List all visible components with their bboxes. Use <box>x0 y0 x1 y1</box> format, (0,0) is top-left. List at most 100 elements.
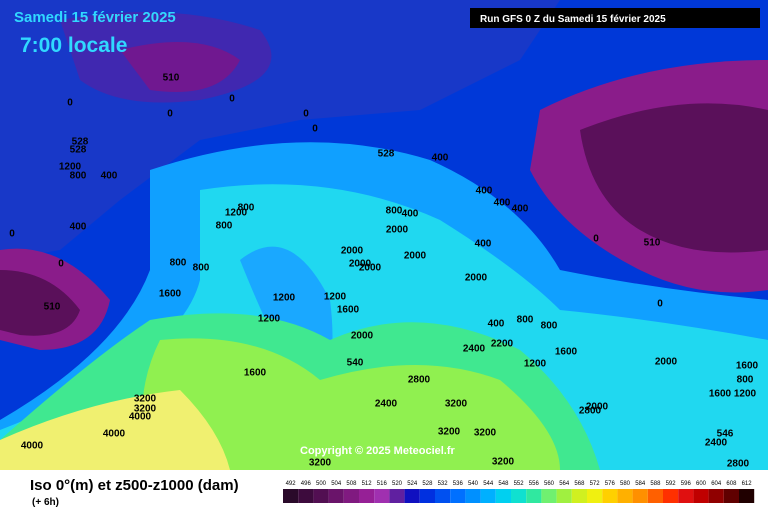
colorbar-label: 572 <box>590 481 601 487</box>
colorbar-swatch <box>663 489 679 503</box>
contour-label: 1200 <box>324 292 347 303</box>
contour-label: 3200 <box>134 394 157 405</box>
contour-label: 2400 <box>463 344 486 355</box>
contour-label: 2400 <box>375 399 398 410</box>
contour-label: 800 <box>193 263 210 274</box>
contour-label: 540 <box>347 358 364 369</box>
contour-label: 2800 <box>579 406 602 417</box>
contour-label: 0 <box>167 109 173 120</box>
contour-label: 0 <box>9 229 15 240</box>
contour-label: 2000 <box>655 357 678 368</box>
contour-label: 4000 <box>103 429 126 440</box>
colorbar-swatch <box>359 489 375 503</box>
contour-label: 800 <box>238 203 255 214</box>
colorbar-label: 588 <box>650 481 661 487</box>
contour-label: 1200 <box>225 208 248 219</box>
colorbar-label: 516 <box>377 481 388 487</box>
colorbar-swatch <box>587 489 603 503</box>
colorbar-swatch <box>435 489 451 503</box>
contour-label: 528 <box>378 149 395 160</box>
contour-label: 400 <box>512 204 529 215</box>
contour-label: 2000 <box>349 259 372 270</box>
contour-label: 2000 <box>465 273 488 284</box>
contour-label: 1600 <box>159 289 182 300</box>
contour-label: 1600 <box>709 389 732 400</box>
contour-label: 400 <box>488 319 505 330</box>
colorbar-label: 564 <box>559 481 570 487</box>
colorbar-swatch <box>571 489 587 503</box>
contour-label: 2000 <box>586 402 609 413</box>
contour-label: 0 <box>303 109 309 120</box>
run-box <box>470 8 760 28</box>
colorbar-swatch <box>283 489 299 503</box>
colorbar-label: 556 <box>529 481 540 487</box>
contour-label: 2000 <box>386 225 409 236</box>
colorbar-label: 604 <box>711 481 722 487</box>
contour-label: 3200 <box>445 399 468 410</box>
colorbar-swatch <box>556 489 572 503</box>
colorbar-label: 544 <box>483 481 494 487</box>
colorbar-swatch <box>328 489 344 503</box>
contour-label: 1200 <box>59 162 82 173</box>
contour-label: 1200 <box>734 389 757 400</box>
colorbar-label: 532 <box>438 481 449 487</box>
colorbar-swatch <box>647 489 663 503</box>
footer-step: (+ 6h) <box>32 497 59 508</box>
contour-label: 800 <box>70 171 87 182</box>
contour-label: 4000 <box>129 412 152 423</box>
contour-label: 546 <box>717 429 734 440</box>
colorbar-label: 520 <box>392 481 403 487</box>
colorbar-swatch <box>526 489 542 503</box>
contour-label: 3200 <box>309 458 332 469</box>
colorbar-label: 576 <box>605 481 616 487</box>
contour-label: 2000 <box>359 263 382 274</box>
contour-label: 400 <box>476 186 493 197</box>
contour-label: 510 <box>44 302 61 313</box>
contour-label: 3200 <box>474 428 497 439</box>
colorbar-label: 580 <box>620 481 631 487</box>
colorbar-label: 536 <box>453 481 464 487</box>
contour-label: 528 <box>70 145 87 156</box>
contour-label: 2000 <box>341 246 364 257</box>
colorbar-label: 524 <box>407 481 418 487</box>
colorbar-label: 496 <box>301 481 312 487</box>
colorbar-swatch <box>693 489 709 503</box>
colorbar-label: 568 <box>574 481 585 487</box>
contour-label: 400 <box>475 239 492 250</box>
run: Run GFS 0 Z du Samedi 15 février 2025 <box>480 14 666 25</box>
colorbar-swatch <box>313 489 329 503</box>
contour-label: 1600 <box>555 347 578 358</box>
colorbar-swatch <box>723 489 739 503</box>
contour-label: 2800 <box>727 459 750 470</box>
contour-label: 3200 <box>134 404 157 415</box>
colorbar-label: 508 <box>346 481 357 487</box>
contour-label: 2400 <box>705 438 728 449</box>
colorbar-swatch <box>602 489 618 503</box>
contour-label: 1600 <box>244 368 267 379</box>
colorbar-swatch <box>678 489 694 503</box>
colorbar-label: 584 <box>635 481 646 487</box>
colorbar-swatch <box>632 489 648 503</box>
colorbar-label: 592 <box>666 481 677 487</box>
contour-label: 400 <box>101 171 118 182</box>
colorbar-swatch <box>298 489 314 503</box>
contour-label: 2000 <box>351 331 374 342</box>
contour-label: 400 <box>494 198 511 209</box>
contour-label: 3200 <box>438 427 461 438</box>
map-background <box>0 0 768 471</box>
colorbar-swatch <box>465 489 481 503</box>
contour-label: 1200 <box>524 359 547 370</box>
contour-label: 528 <box>72 137 89 148</box>
contour-label: 510 <box>644 238 661 249</box>
contour-label: 800 <box>737 375 754 386</box>
date: Samedi 15 février 2025 <box>14 9 176 26</box>
colorbar-swatch <box>389 489 405 503</box>
contour-label: 3200 <box>492 457 515 468</box>
contour-label: 400 <box>432 153 449 164</box>
contour-label: 400 <box>70 222 87 233</box>
colorbar-swatch <box>495 489 511 503</box>
colorbar-label: 500 <box>316 481 327 487</box>
contour-label: 800 <box>541 321 558 332</box>
footer-title: Iso 0°(m) et z500-z1000 (dam) <box>30 477 239 494</box>
